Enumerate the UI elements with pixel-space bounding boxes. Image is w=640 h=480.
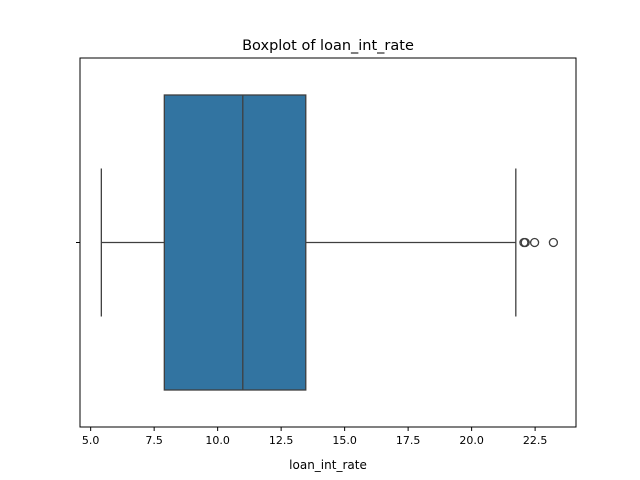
x-tick-label: 15.0 — [332, 434, 357, 447]
x-tick-label: 7.5 — [145, 434, 163, 447]
outlier-point — [548, 237, 559, 248]
plot-frame — [79, 57, 577, 428]
x-tick-label: 22.5 — [523, 434, 548, 447]
plot-area — [100, 94, 559, 391]
outlier-point — [529, 237, 540, 248]
x-tick-label: 12.5 — [269, 434, 294, 447]
chart-title: Boxplot of loan_int_rate — [242, 38, 414, 54]
x-axis: 5.0 7.5 10.0 12.5 15.0 17.5 20.0 22.5 — [76, 242, 548, 447]
x-tick-label: 20.0 — [459, 434, 484, 447]
x-tick-label: 10.0 — [205, 434, 230, 447]
x-axis-label: loan_int_rate — [289, 458, 367, 472]
iqr-box — [163, 94, 307, 391]
x-tick-label: 5.0 — [82, 434, 100, 447]
outlier-point — [520, 237, 530, 248]
box-group — [100, 94, 559, 391]
x-tick-label: 17.5 — [396, 434, 421, 447]
